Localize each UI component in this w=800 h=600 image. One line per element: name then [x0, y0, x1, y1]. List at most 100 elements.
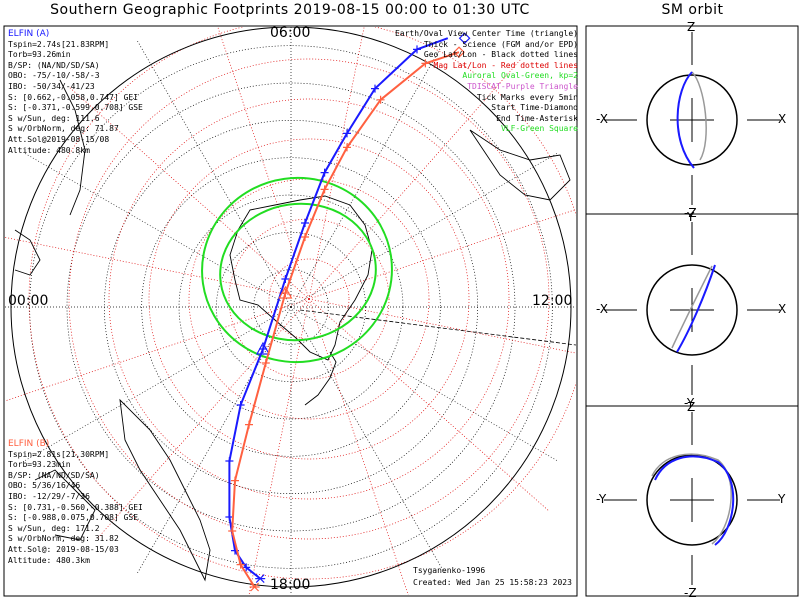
tick-mark [413, 45, 421, 54]
coastline [469, 129, 571, 201]
sm-axis-label: -Y [684, 396, 695, 410]
legend-entry: Auroral Oval-Green, kp=2 [462, 71, 578, 81]
view-center-triangle [255, 341, 271, 355]
geo-lat-circle [141, 157, 441, 457]
geo-lon-line [290, 152, 558, 308]
tick-mark [281, 275, 290, 283]
sm-axis-label: Y [687, 210, 695, 224]
sm-axis-label: Z [687, 20, 696, 34]
elfin-a-info: ELFIN (A) Tspin=2.74s[21.83RPM] Torb=93.26… [8, 29, 143, 156]
info-line: S w/OrbNorm, deg: 31.82 [8, 534, 119, 544]
info-line: OBO: 5/36/16/46 [8, 481, 81, 491]
legend: Earth/Oval View Center Time (triangle) Th… [395, 29, 578, 135]
info-line: IBO: -50/34/-41/23 [8, 81, 95, 91]
info-line: Torb=93.23min [8, 460, 71, 470]
earth-circle [646, 454, 738, 546]
mlt-label-1200: 12:00 [532, 293, 573, 309]
geo-lat-circle [253, 269, 329, 345]
legend-entry: Geo Lat/Lon - Black dotted lines [423, 50, 578, 60]
tick-mark [236, 560, 245, 569]
tick-mark [261, 359, 270, 367]
info-line: B/SP: (NA/ND/SD/SA) [8, 470, 100, 480]
mag-lon-line [308, 58, 522, 300]
elfin-b-orbit [671, 265, 713, 349]
polar-map [5, 27, 576, 595]
info-line: Altitude: 480.8km [8, 145, 90, 155]
coastline [59, 79, 86, 216]
legend-entry: Tick Marks every 5min [476, 92, 578, 102]
mag-lon-line [217, 27, 310, 300]
tick-mark [320, 168, 329, 177]
mag-lon-line [68, 86, 310, 300]
geo-lat-circle [215, 231, 367, 383]
elfin-b-orbit [691, 71, 707, 161]
tick-mark [236, 401, 245, 409]
sm-orbit-frame [585, 25, 799, 597]
mag-lat-circle [108, 98, 510, 500]
geo-lon-line [24, 306, 292, 462]
sm-axis-label: Y [778, 492, 786, 506]
tick-mark [228, 527, 237, 535]
geo-lon-line [290, 40, 446, 308]
model-credit: Tsyganenko-1996 [413, 566, 486, 575]
mag-lon-line [5, 237, 310, 300]
info-line: Att.Sol@: 2019-08-15/03 [8, 544, 119, 554]
tick-mark [343, 143, 351, 152]
elfin-a-orbit [654, 455, 735, 546]
elfin-a-orbit [676, 264, 716, 353]
info-line: S w/Sun, deg: 171.2 [8, 523, 100, 533]
tick-mark [242, 563, 251, 572]
auroral-oval-outer [201, 176, 393, 364]
terminator-line [299, 309, 576, 346]
mag-lat-circle [268, 258, 350, 340]
mag-lat-circle [28, 27, 576, 580]
info-line: S w/OrbNorm, deg: 71.87 [8, 124, 119, 134]
mag-lon-line [308, 298, 576, 354]
created-timestamp: Created: Wed Jan 25 15:58:23 2023 [413, 578, 572, 587]
legend-entry: End Time-Asterisk [496, 113, 578, 123]
coastline [34, 469, 96, 541]
sm-axis-label: -X [596, 302, 608, 316]
geo-lon-line [24, 152, 292, 308]
spacecraft-name: ELFIN (A) [8, 29, 50, 39]
mag-lon-line [308, 298, 550, 512]
footprint-track [228, 37, 449, 580]
legend-entry: TDISCAT-Purple Triangle [467, 81, 578, 91]
start-diamond [453, 46, 465, 59]
map-content [5, 27, 576, 595]
info-line: S: [-0.988,0.075,0.708] GSE [8, 513, 139, 523]
mag-lon-line [248, 298, 310, 595]
coastline [119, 398, 211, 582]
map-frame [3, 25, 578, 597]
info-line: S: [0.662,-0.058,0.747] GEI [8, 92, 139, 102]
sm-axis-label: X [778, 302, 787, 316]
legend-entry: VLF-Green Square [500, 124, 578, 134]
tick-mark [301, 219, 309, 227]
mlt-label-0000: 00:00 [8, 293, 49, 309]
tick-mark [343, 129, 351, 138]
tick-mark [225, 457, 234, 465]
info-line: S: [0.731,-0.560,-0.388] GEI [8, 502, 143, 512]
info-line: Tspin=2.81s[21.30RPM] [8, 449, 110, 459]
end-asterisk [249, 582, 260, 592]
info-line: S w/Sun, deg: 111.6 [8, 113, 100, 123]
coastline [14, 229, 41, 276]
tick-mark [301, 233, 309, 241]
sm-orbit-title: SM orbit [661, 2, 724, 18]
sm-axis-label: -Y [596, 492, 607, 506]
geo-lon-line [290, 306, 446, 574]
tick-mark [245, 420, 253, 429]
info-line: IBO: -12/29/-7/36 [8, 491, 90, 501]
sm-axis-label: Z [687, 400, 696, 414]
coastline [229, 195, 373, 361]
mag-lat-circle [188, 178, 430, 420]
info-line: Torb=93.26min [8, 50, 71, 60]
geo-lon-line [136, 40, 292, 308]
sm-axis-label: -Z [684, 206, 697, 220]
mlt-label-0600: 06:00 [270, 25, 311, 41]
coastline [304, 351, 337, 406]
legend-entry: Mag Lat/Lon - Red dotted lines [433, 60, 579, 70]
mag-lat-circle [148, 138, 470, 460]
mag-lon-line [5, 298, 310, 402]
